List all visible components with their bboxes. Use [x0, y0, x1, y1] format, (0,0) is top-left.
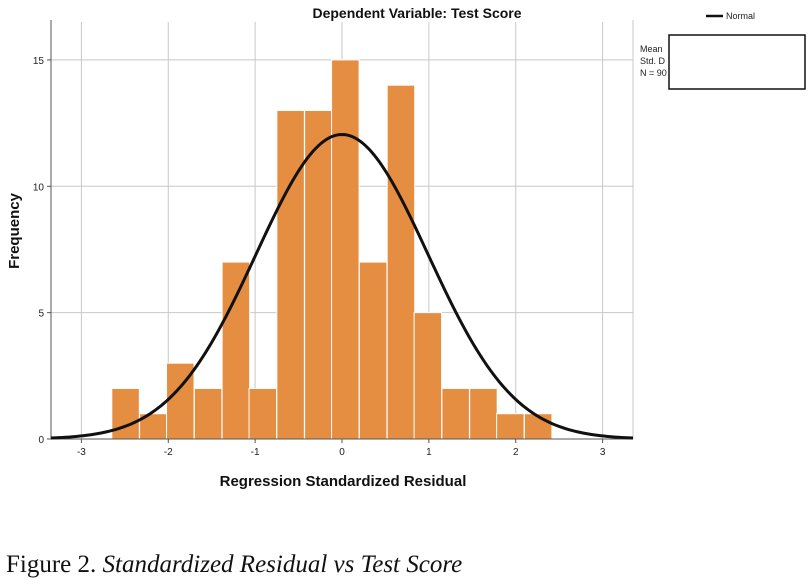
x-tick-label: 1	[426, 447, 432, 458]
histogram-bar	[276, 109, 305, 440]
histogram-bar	[441, 387, 470, 440]
y-tick-label: 10	[33, 182, 45, 193]
y-tick-label: 5	[38, 309, 44, 320]
x-tick-label: 0	[339, 447, 345, 458]
x-axis-title: Regression Standardized Residual	[220, 473, 467, 490]
histogram-bar	[221, 261, 251, 440]
x-tick-label: 2	[513, 447, 519, 458]
x-tick-label: -2	[164, 447, 173, 458]
stats-std: Std. D	[640, 56, 666, 66]
normal-curve-layer	[50, 132, 634, 440]
x-tick-label: 3	[600, 447, 606, 458]
histogram-bar	[358, 261, 388, 440]
histogram-bar	[304, 109, 333, 440]
tick-labels: -3 -2 -1 0 1 2 3 0 5 10 15	[33, 56, 606, 458]
y-tick-label: 0	[38, 435, 44, 446]
histogram-bar	[193, 387, 223, 440]
histogram-bar	[248, 387, 278, 440]
stats-mean: Mean	[640, 44, 663, 54]
x-tick-label: -1	[251, 447, 260, 458]
histogram-bar	[469, 387, 498, 440]
caption-title: Standardized Residual vs Test Score	[102, 551, 463, 578]
histogram-bar	[496, 413, 525, 440]
caption-label: Figure 2.	[6, 551, 97, 578]
histogram-chart: -3 -2 -1 0 1 2 3 0 5 10 15 Dependent Variable: Tes…	[6, 5, 806, 490]
x-tick-label: -3	[77, 447, 86, 458]
stats-n: N = 90	[640, 68, 667, 78]
histogram-bar	[111, 387, 140, 440]
axes	[47, 20, 634, 443]
y-axis-title: Frequency	[6, 192, 23, 269]
histogram-bars	[111, 59, 553, 440]
histogram-bar	[331, 59, 360, 440]
figure-caption: Figure 2. Standardized Residual vs Test …	[6, 551, 462, 579]
y-tick-label: 15	[33, 56, 45, 67]
histogram-bar	[413, 312, 443, 440]
stats-box	[668, 34, 806, 90]
legend: Normal	[706, 11, 755, 21]
normal-curve	[50, 132, 634, 440]
stats-panel: Mean Std. D N = 90	[640, 34, 806, 90]
histogram-bar	[386, 84, 416, 440]
chart-title: Dependent Variable: Test Score	[312, 5, 521, 21]
legend-normal-label: Normal	[726, 11, 755, 21]
